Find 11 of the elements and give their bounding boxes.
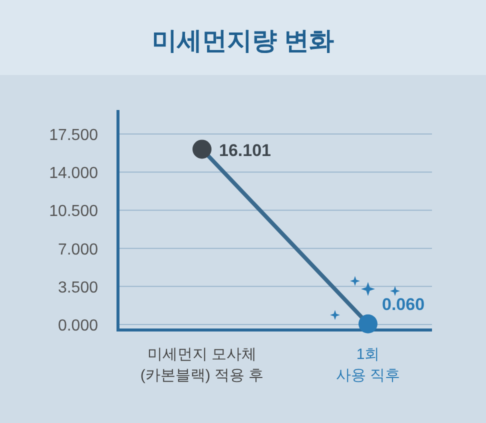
title: 미세먼지량 변화 [152,27,334,55]
data-label: 16.101 [219,141,271,160]
data-label: 0.060 [382,294,425,314]
x-tick-label: 1회 사용 직후 [336,346,400,384]
x-tick-label: 미세먼지 모사체 (카본블랙) 적용 후 [140,346,264,384]
y-tick-label: 17.500 [49,126,98,144]
y-tick-label: 14.000 [49,165,98,182]
y-tick-label: 3.500 [58,279,98,296]
y-tick-label: 10.500 [49,203,98,220]
y-tick-label: 7.000 [58,241,98,258]
y-tick-label: 0.000 [58,318,98,335]
